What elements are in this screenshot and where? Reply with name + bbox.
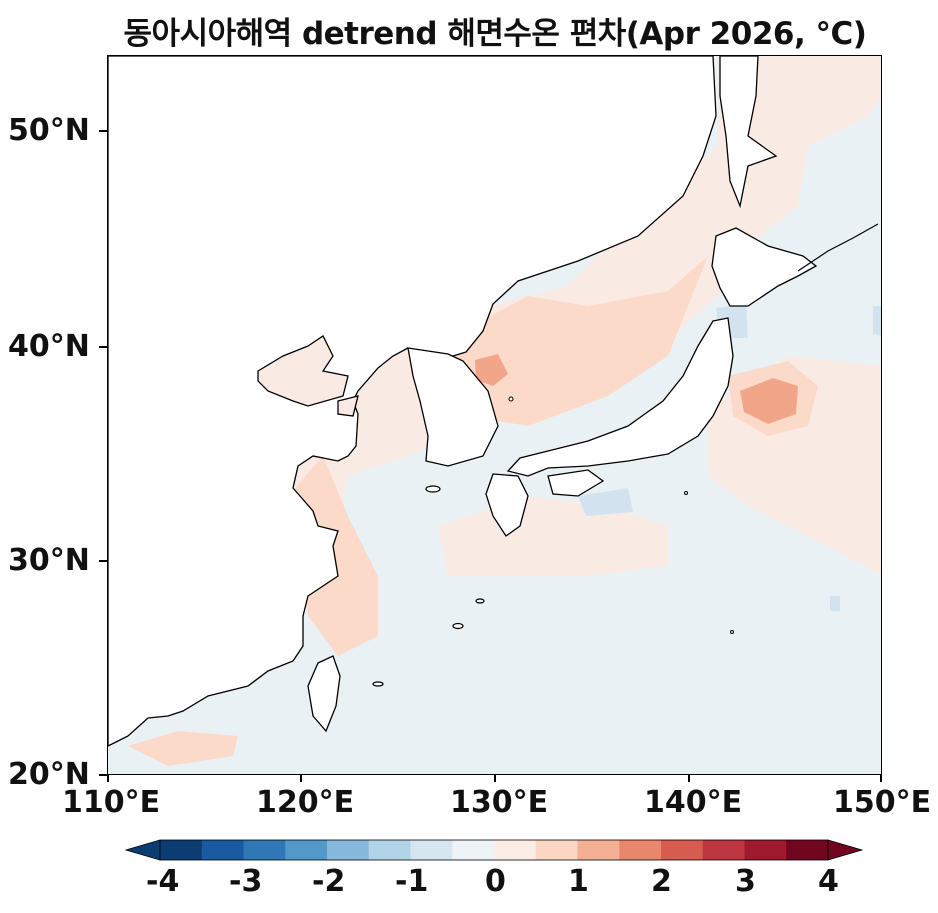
warm-anomaly-hotspot [740, 378, 798, 424]
colorbar-segment [285, 840, 328, 860]
ytick-label: 40°N [8, 329, 90, 364]
ytick-label: 20°N [8, 757, 90, 792]
colorbar-segment [786, 840, 829, 860]
colorbar-tick-label: -4 [146, 864, 180, 899]
xtick-label: 110°E [62, 785, 161, 820]
colorbar-segment [535, 840, 578, 860]
ulleung-island [508, 396, 514, 402]
colorbar-tick-label: -3 [229, 864, 263, 899]
warm-anomaly-zone [128, 731, 238, 766]
warm-anomaly-zone [453, 256, 708, 426]
xtick-mark [494, 775, 496, 782]
ytick-mark [99, 130, 107, 132]
colorbar-segment [702, 840, 745, 860]
ytick-mark [99, 560, 107, 562]
xtick-mark [688, 775, 690, 782]
colorbar-extend-max [827, 839, 864, 861]
map-title: 동아시아해역 detrend 해면수온 편차(Apr 2026, °C) [123, 16, 867, 52]
colorbar-border [159, 839, 829, 861]
colorbar-tick-label: 1 [568, 864, 589, 899]
xtick-mark [880, 775, 882, 782]
korean-peninsula [407, 347, 499, 467]
cool-anomaly-patch [873, 306, 881, 336]
sakhalin-island [719, 56, 778, 209]
xtick-label: 130°E [450, 785, 549, 820]
bohai-sea [257, 335, 349, 407]
yellow-sea-inlet [337, 395, 359, 417]
asia-mainland [108, 56, 717, 747]
colorbar-tick-label: 4 [818, 864, 839, 899]
colorbar-tick-label: 3 [735, 864, 756, 899]
ytick-mark [99, 774, 107, 776]
colorbar-segment [744, 840, 787, 860]
ytick-label: 50°N [8, 113, 90, 148]
colorbar-segment [452, 840, 495, 860]
colorbar-tick-label: -1 [395, 864, 429, 899]
colorbar-segment [368, 840, 411, 860]
taiwan-island [307, 655, 341, 733]
colorbar-extend-min [124, 839, 161, 861]
ryukyu-island [372, 681, 384, 687]
colorbar-segment [619, 840, 662, 860]
xtick-label: 150°E [833, 785, 932, 820]
hokkaido-island [711, 227, 818, 307]
colorbar-segment [661, 840, 704, 860]
map-canvas [108, 56, 881, 774]
xtick-label: 140°E [644, 785, 743, 820]
ytick-mark [99, 346, 107, 348]
kuril-islands [797, 223, 879, 272]
colorbar-tick-label: 0 [485, 864, 506, 899]
cool-anomaly-patch [578, 488, 633, 516]
xtick-mark [107, 775, 109, 782]
colorbar-segment [494, 840, 537, 860]
colorbar-tick-label: -2 [312, 864, 346, 899]
colorbar-segment [160, 840, 203, 860]
warm-anomaly-hotspot [475, 354, 508, 386]
colorbar-segment [577, 840, 620, 860]
colorbar-segment [327, 840, 370, 860]
colorbar-segment [410, 840, 453, 860]
honshu-island [506, 317, 734, 477]
ryukyu-island [452, 622, 464, 630]
izu-island [684, 491, 688, 495]
kyushu-island [485, 473, 529, 537]
island [730, 630, 734, 634]
colorbar-segment [243, 840, 286, 860]
colorbar-segment [201, 840, 244, 860]
cool-anomaly-patch [830, 596, 840, 611]
colorbar [124, 839, 864, 861]
ryukyu-island [475, 598, 485, 604]
colorbar-tick-label: 2 [651, 864, 672, 899]
sst-anomaly-map [107, 55, 882, 775]
jeju-island [425, 485, 441, 493]
shikoku-island [547, 469, 605, 497]
xtick-label: 120°E [256, 785, 355, 820]
xtick-mark [300, 775, 302, 782]
ytick-label: 30°N [8, 543, 90, 578]
